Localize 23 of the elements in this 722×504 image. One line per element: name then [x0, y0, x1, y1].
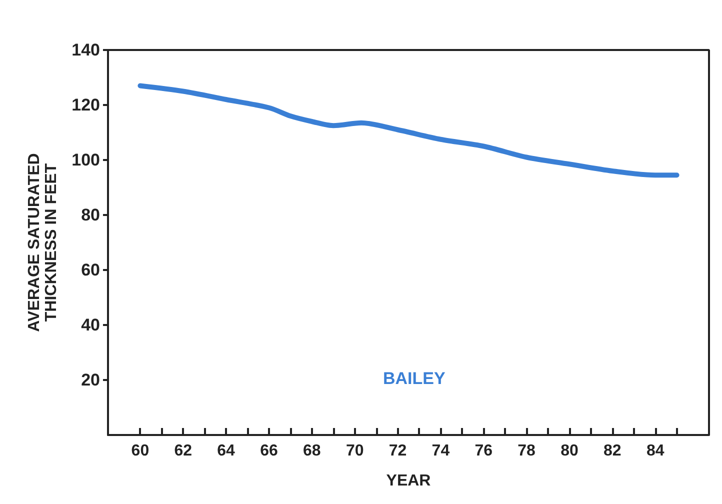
y-tick-label: 20: [81, 370, 100, 390]
y-tick-label: 80: [81, 206, 100, 224]
x-tick-label: 84: [646, 442, 664, 460]
x-tick-label: 64: [217, 442, 236, 460]
x-tick-label: 72: [388, 442, 407, 460]
x-axis-title: YEAR: [386, 472, 432, 490]
y-tick-label: 100: [72, 150, 100, 170]
x-tick-label: 66: [260, 442, 278, 460]
y-tick-label: 40: [81, 316, 100, 334]
x-tick-label: 78: [518, 442, 536, 460]
y-axis-title: AVERAGE SATURATED THICKNESS IN FEET: [26, 153, 60, 332]
x-tick-label: 74: [432, 442, 450, 460]
x-tick-label: 80: [560, 442, 578, 460]
x-tick-label: 76: [474, 442, 493, 460]
x-tick-label: 62: [174, 442, 192, 460]
text: BAILEY: [383, 369, 446, 388]
x-tick-label: 60: [131, 442, 150, 460]
x-tick-label: 68: [303, 442, 321, 460]
x-tick-label: 82: [604, 442, 622, 460]
y-tick-label: 140: [72, 40, 100, 60]
y-tick-label: 120: [72, 96, 100, 114]
y-tick-label: 60: [81, 260, 100, 280]
x-tick-label: 70: [346, 442, 364, 460]
